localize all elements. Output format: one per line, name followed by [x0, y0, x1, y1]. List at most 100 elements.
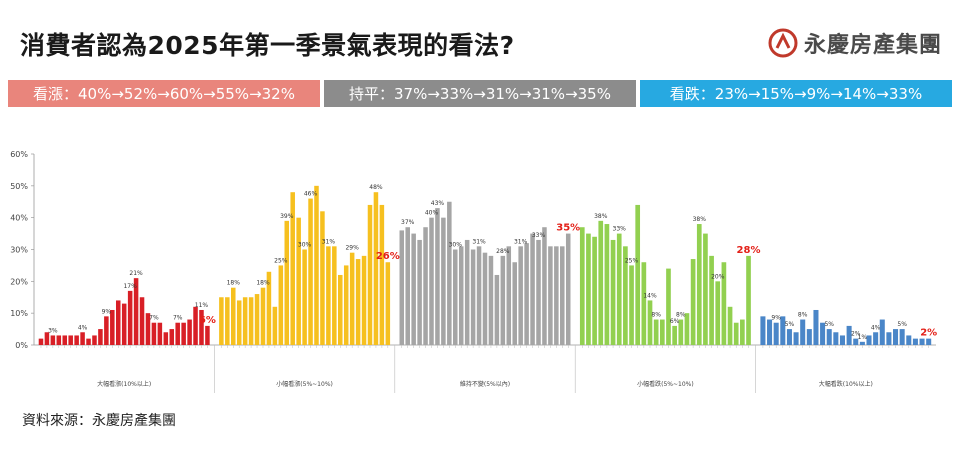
bar — [38, 338, 44, 345]
data-label: 35% — [556, 223, 580, 234]
bar — [121, 303, 127, 345]
group-label: 維持不變(5%以內) — [460, 380, 510, 388]
banner-flat: 持平：37%→33%→31%→31%→35% — [324, 80, 636, 107]
bar — [690, 259, 696, 345]
y-tick-label: 50% — [10, 182, 28, 191]
bar — [157, 322, 163, 345]
data-label: 31% — [472, 238, 486, 245]
data-label: 18% — [227, 280, 241, 287]
data-label: 33% — [613, 226, 627, 233]
bar — [236, 300, 242, 345]
bar — [721, 262, 727, 345]
data-label: 9% — [771, 315, 781, 322]
bar — [139, 297, 145, 345]
bar — [242, 297, 248, 345]
bar — [435, 208, 440, 345]
data-label: 38% — [693, 216, 707, 223]
bar — [349, 252, 355, 345]
group-label: 小幅看漲(5%~10%) — [276, 380, 333, 388]
data-label: 4% — [78, 324, 88, 331]
bar — [604, 224, 610, 345]
bar — [145, 313, 151, 345]
bar — [672, 325, 677, 345]
data-label: 31% — [322, 238, 336, 245]
data-label: 2% — [920, 328, 937, 339]
bar — [826, 329, 832, 345]
data-label: 25% — [274, 257, 288, 264]
data-label: 8% — [798, 312, 808, 319]
data-label: 25% — [625, 257, 639, 264]
data-label: 7% — [173, 315, 183, 322]
bar — [272, 306, 278, 345]
bar — [494, 274, 500, 345]
bar — [530, 233, 535, 345]
bar — [780, 316, 786, 345]
bar — [302, 249, 307, 345]
data-label: 7% — [149, 315, 159, 322]
data-label: 5% — [897, 321, 907, 328]
bar — [506, 246, 512, 345]
logo-text: 永慶房產集團 — [803, 33, 942, 58]
bar — [512, 262, 517, 345]
page-title: 消費者認為2025年第一季景氣表現的看法? — [20, 31, 515, 60]
data-label: 17% — [123, 283, 137, 290]
bar — [912, 338, 918, 345]
bar — [524, 243, 529, 345]
bar — [68, 335, 73, 345]
bar — [678, 319, 684, 345]
y-tick-label: 30% — [10, 246, 28, 255]
data-label: 28% — [737, 245, 761, 256]
banner-rise: 看漲：40%→52%→60%→55%→32% — [8, 80, 320, 107]
bar — [470, 249, 476, 345]
bar — [248, 297, 254, 345]
data-label: 39% — [280, 213, 294, 220]
bar — [225, 297, 230, 345]
data-label: 30% — [298, 242, 312, 249]
y-tick-label: 10% — [10, 309, 28, 318]
bar — [684, 313, 690, 345]
bar — [74, 335, 79, 345]
data-label: 33% — [532, 232, 546, 239]
bar — [476, 246, 482, 345]
bar — [592, 236, 597, 345]
bar — [405, 227, 410, 345]
bar — [231, 287, 236, 345]
bar — [786, 329, 792, 345]
bar — [666, 268, 671, 345]
bar — [866, 335, 872, 345]
bar — [746, 255, 751, 345]
data-label: 5% — [824, 321, 834, 328]
bar — [169, 329, 175, 345]
bar — [80, 332, 85, 345]
bar — [727, 306, 733, 345]
bar — [548, 246, 553, 345]
bar — [260, 287, 266, 345]
bar — [115, 300, 121, 345]
group-label: 小幅看跌(5%~10%) — [637, 380, 694, 388]
bar — [488, 255, 494, 345]
data-label: 29% — [345, 245, 359, 252]
bar — [373, 192, 379, 345]
bar — [266, 271, 272, 345]
bar — [399, 230, 405, 345]
data-label: 2% — [851, 331, 861, 338]
bar — [846, 325, 852, 345]
bar — [464, 239, 470, 345]
bar — [417, 239, 422, 345]
bar — [187, 319, 192, 345]
bar — [447, 201, 452, 345]
bar — [899, 329, 905, 345]
bar — [86, 338, 91, 345]
bar — [104, 316, 109, 345]
data-label: 9% — [102, 308, 112, 315]
bar — [518, 246, 523, 345]
data-label: 5% — [785, 321, 795, 328]
bar — [873, 332, 879, 345]
bar — [411, 233, 416, 345]
bar — [616, 233, 622, 345]
bar — [560, 246, 565, 345]
data-label: 14% — [643, 292, 657, 299]
bar — [355, 259, 361, 345]
bar — [338, 274, 343, 345]
data-label: 8% — [651, 312, 661, 319]
